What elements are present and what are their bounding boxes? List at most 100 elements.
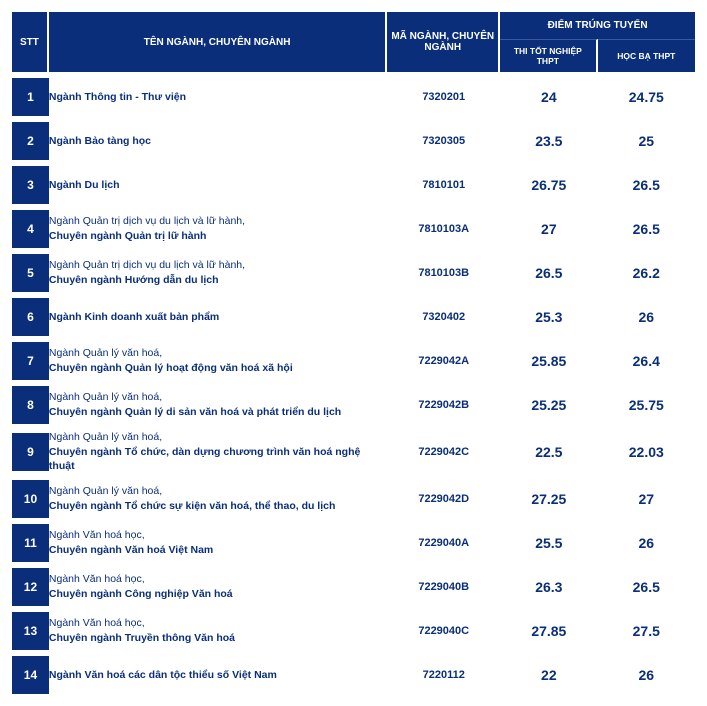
table-row: 7Ngành Quản lý văn hoá,Chuyên ngành Quản…: [12, 342, 695, 380]
table-body: 1Ngành Thông tin - Thư viện73202012424.7…: [12, 72, 695, 694]
row-index: 6: [12, 298, 49, 336]
header-score-thpt: THI TỐT NGHIỆP THPT: [500, 39, 597, 72]
major-code: 7229040C: [387, 612, 500, 650]
score-thpt: 22: [500, 656, 597, 694]
row-index: 10: [12, 480, 49, 518]
name-cell: Ngành Văn hoá các dân tộc thiểu số Việt …: [49, 656, 387, 694]
score-hocba: 26.5: [598, 210, 695, 248]
score-hocba: 26.2: [598, 254, 695, 292]
major-name: Ngành Quản trị dịch vụ du lịch và lữ hàn…: [49, 214, 387, 229]
table-row: 14Ngành Văn hoá các dân tộc thiểu số Việ…: [12, 656, 695, 694]
major-code: 7810103A: [387, 210, 500, 248]
score-hocba: 26: [598, 656, 695, 694]
name-cell: Ngành Quản trị dịch vụ du lịch và lữ hàn…: [49, 254, 387, 292]
row-index: 14: [12, 656, 49, 694]
major-name: Ngành Văn hoá học,: [49, 528, 387, 543]
major-name: Ngành Kinh doanh xuất bản phẩm: [49, 310, 387, 325]
table-row: 6Ngành Kinh doanh xuất bản phẩm732040225…: [12, 298, 695, 336]
score-hocba: 25: [598, 122, 695, 160]
header-code: MÃ NGÀNH, CHUYÊN NGÀNH: [387, 12, 500, 72]
specialization-name: Chuyên ngành Truyền thông Văn hoá: [49, 631, 387, 646]
major-name: Ngành Quản lý văn hoá,: [49, 346, 387, 361]
name-cell: Ngành Văn hoá học,Chuyên ngành Công nghi…: [49, 568, 387, 606]
score-thpt: 22.5: [500, 430, 597, 474]
specialization-name: Chuyên ngành Hướng dẫn du lịch: [49, 273, 387, 288]
specialization-name: Chuyên ngành Quản lý hoạt động văn hoá x…: [49, 361, 387, 376]
name-cell: Ngành Quản lý văn hoá,Chuyên ngành Quản …: [49, 386, 387, 424]
major-code: 7320201: [387, 78, 500, 116]
score-thpt: 25.3: [500, 298, 597, 336]
score-thpt: 27: [500, 210, 597, 248]
major-code: 7320402: [387, 298, 500, 336]
name-cell: Ngành Du lịch: [49, 166, 387, 204]
name-cell: Ngành Bảo tàng học: [49, 122, 387, 160]
major-name: Ngành Văn hoá học,: [49, 616, 387, 631]
table-row: 3Ngành Du lịch781010126.7526.5: [12, 166, 695, 204]
row-index: 5: [12, 254, 49, 292]
score-thpt: 26.5: [500, 254, 597, 292]
major-name: Ngành Quản lý văn hoá,: [49, 484, 387, 499]
score-hocba: 26: [598, 524, 695, 562]
major-code: 7229040B: [387, 568, 500, 606]
row-index: 1: [12, 78, 49, 116]
major-name: Ngành Du lịch: [49, 178, 387, 193]
score-thpt: 27.25: [500, 480, 597, 518]
specialization-name: Chuyên ngành Công nghiệp Văn hoá: [49, 587, 387, 602]
name-cell: Ngành Quản lý văn hoá,Chuyên ngành Quản …: [49, 342, 387, 380]
score-hocba: 22.03: [598, 430, 695, 474]
score-hocba: 26: [598, 298, 695, 336]
table-row: 9Ngành Quản lý văn hoá,Chuyên ngành Tổ c…: [12, 430, 695, 474]
table-row: 5Ngành Quản trị dịch vụ du lịch và lữ hà…: [12, 254, 695, 292]
name-cell: Ngành Kinh doanh xuất bản phẩm: [49, 298, 387, 336]
name-cell: Ngành Thông tin - Thư viện: [49, 78, 387, 116]
major-name: Ngành Văn hoá các dân tộc thiểu số Việt …: [49, 668, 387, 683]
score-hocba: 27: [598, 480, 695, 518]
major-name: Ngành Thông tin - Thư viện: [49, 90, 387, 105]
name-cell: Ngành Quản trị dịch vụ du lịch và lữ hàn…: [49, 210, 387, 248]
major-code: 7220112: [387, 656, 500, 694]
header-score-group: ĐIỂM TRÚNG TUYỂN: [500, 12, 695, 39]
major-name: Ngành Quản lý văn hoá,: [49, 390, 387, 405]
score-hocba: 26.4: [598, 342, 695, 380]
specialization-name: Chuyên ngành Tổ chức, dàn dựng chương tr…: [49, 445, 387, 474]
table-row: 2Ngành Bảo tàng học732030523.525: [12, 122, 695, 160]
major-code: 7229042D: [387, 480, 500, 518]
name-cell: Ngành Quản lý văn hoá,Chuyên ngành Tổ ch…: [49, 480, 387, 518]
row-index: 13: [12, 612, 49, 650]
table-row: 13Ngành Văn hoá học,Chuyên ngành Truyền …: [12, 612, 695, 650]
major-code: 7810103B: [387, 254, 500, 292]
score-thpt: 24: [500, 78, 597, 116]
row-index: 9: [12, 433, 49, 471]
specialization-name: Chuyên ngành Quản lý di sản văn hoá và p…: [49, 405, 387, 420]
row-index: 4: [12, 210, 49, 248]
specialization-name: Chuyên ngành Tổ chức sự kiện văn hoá, th…: [49, 499, 387, 514]
score-hocba: 25.75: [598, 386, 695, 424]
major-code: 7229042B: [387, 386, 500, 424]
table-row: 10Ngành Quản lý văn hoá,Chuyên ngành Tổ …: [12, 480, 695, 518]
score-thpt: 23.5: [500, 122, 597, 160]
score-thpt: 26.75: [500, 166, 597, 204]
row-index: 2: [12, 122, 49, 160]
score-hocba: 26.5: [598, 166, 695, 204]
table-row: 1Ngành Thông tin - Thư viện73202012424.7…: [12, 78, 695, 116]
specialization-name: Chuyên ngành Văn hoá Việt Nam: [49, 543, 387, 558]
header-stt: STT: [12, 12, 49, 72]
score-thpt: 25.25: [500, 386, 597, 424]
specialization-name: Chuyên ngành Quản trị lữ hành: [49, 229, 387, 244]
major-name: Ngành Quản trị dịch vụ du lịch và lữ hàn…: [49, 258, 387, 273]
score-thpt: 27.85: [500, 612, 597, 650]
row-index: 11: [12, 524, 49, 562]
major-code: 7810101: [387, 166, 500, 204]
major-name: Ngành Bảo tàng học: [49, 134, 387, 149]
name-cell: Ngành Văn hoá học,Chuyên ngành Văn hoá V…: [49, 524, 387, 562]
major-code: 7229042A: [387, 342, 500, 380]
admission-scores-table: STT TÊN NGÀNH, CHUYÊN NGÀNH MÃ NGÀNH, CH…: [12, 12, 695, 694]
major-code: 7229042C: [387, 430, 500, 474]
score-thpt: 25.85: [500, 342, 597, 380]
major-code: 7320305: [387, 122, 500, 160]
score-thpt: 25.5: [500, 524, 597, 562]
score-thpt: 26.3: [500, 568, 597, 606]
table-header: STT TÊN NGÀNH, CHUYÊN NGÀNH MÃ NGÀNH, CH…: [12, 12, 695, 72]
table-row: 12Ngành Văn hoá học,Chuyên ngành Công ng…: [12, 568, 695, 606]
row-index: 8: [12, 386, 49, 424]
